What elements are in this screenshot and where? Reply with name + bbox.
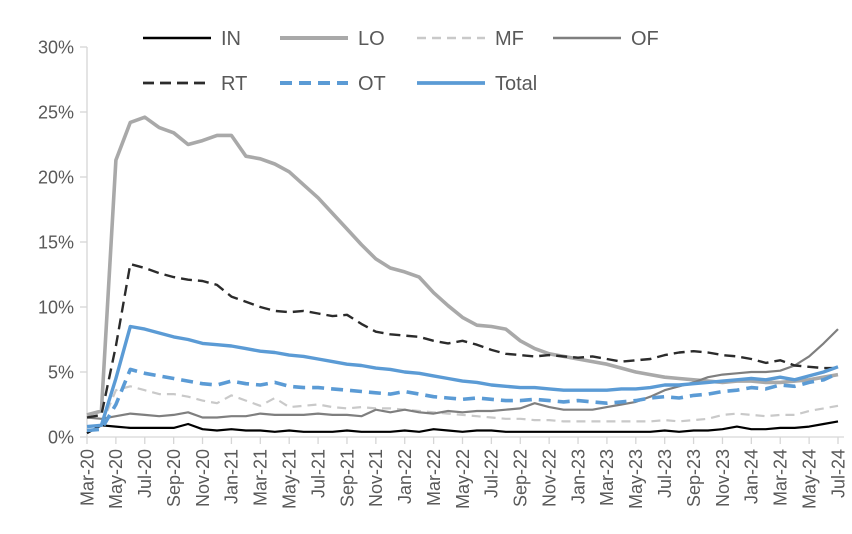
y-tick-label-30%: 30% [38, 37, 74, 57]
y-tick-label-20%: 20% [38, 167, 74, 187]
x-tick-label-May-21: May-21 [279, 449, 299, 509]
x-tick-label-Sep-23: Sep-23 [684, 449, 704, 507]
legend-item-MF: MF [417, 28, 524, 50]
legend-item-Total: Total [417, 73, 537, 95]
y-tick-label-5%: 5% [48, 362, 74, 382]
y-tick-label-0%: 0% [48, 427, 74, 447]
legend-label-OF: OF [631, 28, 659, 50]
y-axis-labels: 30% 25% 20% 15% 10% 5% 0% [38, 37, 87, 447]
x-tick-label-Mar-24: Mar-24 [771, 449, 791, 506]
x-tick-label-Nov-23: Nov-23 [713, 449, 733, 507]
x-tick-label-Mar-21: Mar-21 [251, 449, 271, 506]
x-tick-label-Nov-22: Nov-22 [539, 449, 559, 507]
legend: IN LO MF OF RT OT Total [143, 28, 659, 95]
legend-label-RT: RT [221, 73, 247, 95]
x-tick-label-Sep-22: Sep-22 [511, 449, 531, 507]
series-line-OT [86, 367, 839, 433]
series-line-Total [86, 324, 839, 429]
series-line-IN [86, 420, 839, 435]
legend-item-OF: OF [553, 28, 659, 50]
legend-label-OT: OT [358, 73, 386, 95]
x-tick-label-Jul-23: Jul-23 [655, 449, 675, 498]
x-tick-label-Jul-24: Jul-24 [828, 449, 848, 498]
x-tick-label-May-24: May-24 [799, 449, 819, 509]
series-line-LO [86, 115, 839, 417]
x-tick-label-May-22: May-22 [453, 449, 473, 509]
x-tick-label-Mar-23: Mar-23 [597, 449, 617, 506]
legend-label-Total: Total [495, 73, 537, 95]
x-tick-label-Jan-24: Jan-24 [742, 449, 762, 504]
legend-item-LO: LO [280, 28, 385, 50]
x-tick-label-Jul-20: Jul-20 [135, 449, 155, 498]
axes [86, 47, 844, 438]
legend-item-IN: IN [143, 28, 241, 50]
x-tick-label-Jan-23: Jan-23 [568, 449, 588, 504]
x-tick-label-Sep-21: Sep-21 [337, 449, 357, 507]
series-lines [86, 115, 839, 435]
x-tick-label-Nov-21: Nov-21 [366, 449, 386, 507]
legend-label-IN: IN [221, 28, 241, 50]
legend-item-RT: RT [143, 73, 247, 95]
series-line-MF [86, 385, 839, 428]
x-tick-label-Jul-22: Jul-22 [482, 449, 502, 498]
x-axis-labels: Mar-20 May-20 Jul-20 Sep-20 Nov-20 Jan-21 Mar-… [77, 437, 848, 509]
series-line-OF [86, 328, 839, 420]
y-tick-label-10%: 10% [38, 297, 74, 317]
x-tick-label-Jan-21: Jan-21 [222, 449, 242, 504]
x-tick-label-Mar-22: Mar-22 [424, 449, 444, 506]
x-tick-label-May-20: May-20 [106, 449, 126, 509]
series-line-RT [86, 262, 838, 419]
legend-item-OT: OT [280, 73, 386, 95]
x-tick-label-Mar-20: Mar-20 [77, 449, 97, 506]
y-tick-label-15%: 15% [38, 232, 74, 252]
x-tick-label-Sep-20: Sep-20 [164, 449, 184, 507]
x-tick-label-May-23: May-23 [626, 449, 646, 509]
x-tick-label-Jul-21: Jul-21 [308, 449, 328, 498]
y-tick-label-25%: 25% [38, 102, 74, 122]
x-tick-label-Jan-22: Jan-22 [395, 449, 415, 504]
legend-label-MF: MF [495, 28, 524, 50]
legend-label-LO: LO [358, 28, 385, 50]
x-tick-label-Nov-20: Nov-20 [193, 449, 213, 507]
